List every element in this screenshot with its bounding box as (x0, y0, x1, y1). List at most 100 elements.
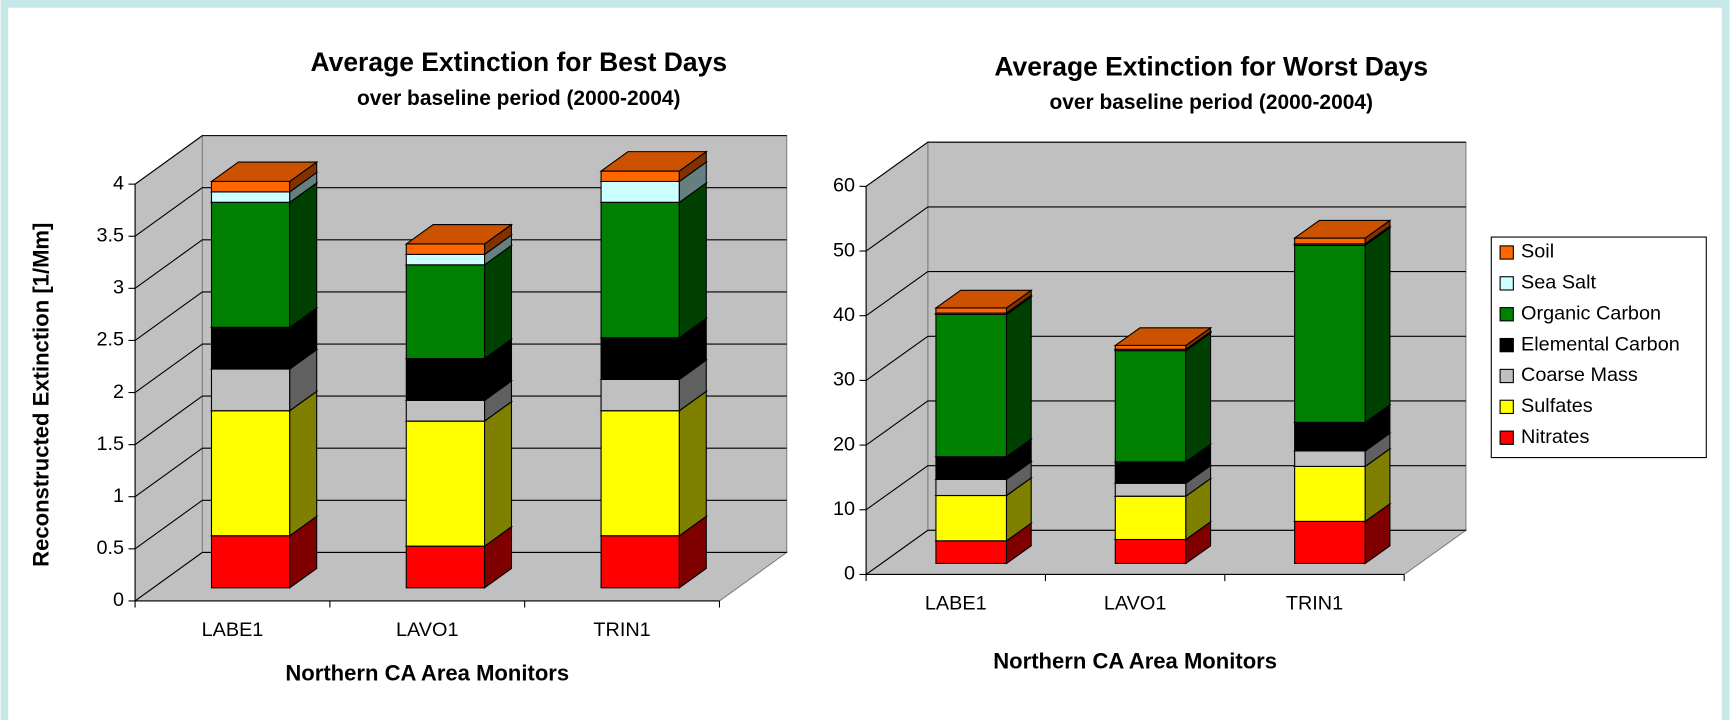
legend-label: Elemental Carbon (1521, 333, 1680, 355)
bar-segment-top (209, 161, 319, 183)
bar-segment (935, 307, 1008, 314)
bar-segment-side (1364, 226, 1391, 424)
bar-segment (935, 494, 1008, 542)
bar-segment (210, 326, 291, 370)
bar-segment (405, 545, 486, 589)
x-axis-title: Northern CA Area Monitors (993, 648, 1277, 673)
chart-title: Average Extinction for Best Days (311, 47, 728, 77)
bar-segment (600, 378, 680, 412)
bar-segment (1114, 495, 1187, 541)
grid-line (134, 395, 787, 446)
legend-label: Organic Carbon (1521, 302, 1661, 324)
bar-segment (1294, 520, 1366, 564)
bar-segment (1114, 461, 1187, 484)
y-tick-label: 4 (113, 172, 124, 194)
legend-swatch (1499, 399, 1514, 415)
bar-segment (210, 191, 291, 203)
grid-line (134, 447, 787, 498)
bar-segment (1114, 344, 1187, 350)
grid-line (865, 529, 1466, 575)
y-tick-label: 1 (113, 485, 124, 507)
y-axis-title: Reconstructed Extinction [1/Mm] (28, 223, 53, 567)
legend-swatch (1499, 337, 1514, 353)
grid-line (134, 499, 787, 550)
bar-segment (1294, 450, 1366, 467)
y-tick-label: 20 (833, 433, 855, 455)
y-tick-label: 2.5 (96, 329, 124, 351)
bar-segment-top (1292, 219, 1392, 239)
bar-segment-side (289, 181, 318, 329)
bar-segment (1294, 421, 1366, 452)
bar-segment-side (484, 400, 513, 548)
grid-line (865, 335, 1466, 381)
y-tick-label: 0 (113, 589, 124, 611)
bar-segment-top (1113, 327, 1213, 346)
bar-segment (210, 180, 291, 193)
legend-swatch (1499, 307, 1514, 322)
bar-segment-side (1185, 331, 1212, 463)
bar-segment (405, 420, 486, 547)
grid-line (134, 239, 787, 289)
grid-line (865, 400, 1466, 446)
y-tick-label: 3 (113, 277, 124, 299)
bar-segment (935, 313, 1008, 458)
bar-segment-side (678, 181, 707, 339)
bar-segment (1294, 465, 1366, 522)
legend-label: Nitrates (1521, 426, 1589, 448)
grid-line (134, 187, 787, 237)
legend-label: Sea Salt (1521, 272, 1596, 294)
bar-segment (210, 201, 291, 328)
bar-segment (935, 540, 1008, 564)
bar-segment (210, 368, 291, 412)
y-tick-label: 10 (833, 498, 855, 520)
bar-segment (935, 456, 1008, 480)
legend-label: Coarse Mass (1521, 364, 1638, 386)
x-tick-label: LAVO1 (396, 619, 458, 641)
bar-segment (600, 201, 680, 339)
bar-segment (1114, 482, 1187, 497)
grid-line (134, 343, 787, 393)
y-tick-label: 0 (844, 563, 855, 585)
x-tick-label: TRIN1 (1286, 592, 1343, 614)
y-tick-label: 1.5 (96, 433, 124, 455)
grid-line (865, 465, 1466, 511)
x-axis-title: Northern CA Area Monitors (285, 661, 569, 686)
legend-swatch (1499, 276, 1514, 291)
y-tick-label: 40 (833, 304, 855, 326)
y-tick-label: 30 (833, 369, 855, 391)
bar-segment (935, 478, 1008, 497)
grid-line (865, 271, 1466, 317)
bar-segment (600, 170, 680, 183)
legend-label: Soil (1521, 241, 1554, 263)
x-tick-label: LAVO1 (1104, 592, 1166, 614)
bar-segment (405, 264, 486, 360)
bar-segment (600, 535, 680, 589)
bar-segment (210, 535, 291, 589)
bar-segment-side (1005, 295, 1032, 458)
bar-segment (405, 358, 486, 401)
bar-segment-top (404, 224, 514, 245)
bar-segment (600, 180, 680, 203)
grid-line (865, 141, 1466, 187)
x-tick-label: LABE1 (925, 592, 987, 614)
legend-swatch (1499, 430, 1514, 445)
bar-segment (600, 337, 680, 380)
y-tick-label: 0.5 (96, 537, 124, 559)
bar-segment (405, 399, 486, 422)
grid-line (865, 206, 1466, 252)
bar-segment (405, 253, 486, 266)
bar-segment (1294, 237, 1366, 245)
legend-swatch (1499, 368, 1514, 384)
bar-segment (1114, 538, 1187, 564)
chart-title: Average Extinction for Worst Days (994, 51, 1428, 81)
bar-segment (1294, 244, 1366, 423)
grid-line (134, 135, 787, 185)
bar-segment-top (599, 151, 708, 172)
legend-swatch (1499, 245, 1514, 260)
y-tick-label: 2 (113, 381, 124, 403)
grid-line (134, 291, 787, 341)
bar-segment (405, 243, 486, 255)
chart-subtitle: over baseline period (2000-2004) (1049, 91, 1373, 114)
